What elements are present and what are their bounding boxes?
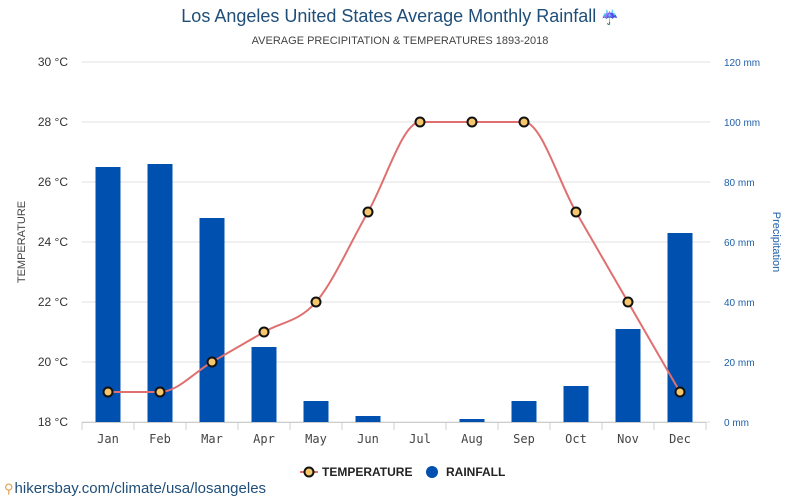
x-tick-label: Mar bbox=[201, 432, 223, 446]
temperature-point-dec[interactable] bbox=[674, 386, 686, 398]
x-tick-label: Apr bbox=[253, 432, 275, 446]
legend-marker-icon bbox=[303, 466, 315, 478]
x-tick-label: Sep bbox=[513, 432, 535, 446]
rainfall-bar-oct[interactable] bbox=[563, 386, 589, 422]
x-tick-label: May bbox=[305, 432, 327, 446]
rainfall-bar-aug[interactable] bbox=[459, 419, 485, 422]
right-tick-label: 20 mm bbox=[724, 358, 755, 369]
rainfall-bar-jun[interactable] bbox=[355, 416, 381, 422]
rainfall-bar-may[interactable] bbox=[303, 401, 329, 422]
left-tick-label: 18 °C bbox=[38, 415, 68, 429]
temperature-series-line bbox=[108, 121, 681, 393]
umbrella-rain-icon: ☔ bbox=[601, 9, 619, 25]
legend-item-rainfall[interactable]: RAINFALL bbox=[426, 465, 505, 479]
right-tick-label: 0 mm bbox=[724, 418, 749, 429]
rainfall-bars bbox=[95, 164, 693, 422]
rainfall-bar-mar[interactable] bbox=[199, 218, 225, 422]
left-tick-label: 24 °C bbox=[38, 235, 68, 249]
x-tick-label: Aug bbox=[461, 432, 483, 446]
right-tick-label: 60 mm bbox=[724, 238, 755, 249]
temperature-point-aug[interactable] bbox=[466, 116, 478, 128]
x-tick-label: Jul bbox=[409, 432, 431, 446]
x-axis: Jan Feb Mar Apr May Jun Jul Aug Sep Oct Nov Dec bbox=[81, 422, 707, 446]
right-tick-label: 40 mm bbox=[724, 298, 755, 309]
temperature-point-jun[interactable] bbox=[362, 206, 374, 218]
location-pin-icon: ⚲ bbox=[4, 481, 14, 496]
x-tick-label: Nov bbox=[617, 432, 639, 446]
temperature-point-apr[interactable] bbox=[258, 326, 270, 338]
right-axis-ticks: 0 mm 20 mm 40 mm 60 mm 80 mm 100 mm 120 mm bbox=[724, 58, 760, 429]
right-tick-label: 120 mm bbox=[724, 58, 760, 69]
temperature-point-mar[interactable] bbox=[206, 356, 218, 368]
rainfall-bar-nov[interactable] bbox=[615, 329, 641, 422]
temperature-markers bbox=[102, 116, 686, 398]
rainfall-bar-sep[interactable] bbox=[511, 401, 537, 422]
legend-item-temperature[interactable]: TEMPERATURE bbox=[300, 465, 412, 479]
rainfall-bar-apr[interactable] bbox=[251, 347, 277, 422]
temperature-point-jul[interactable] bbox=[414, 116, 426, 128]
temperature-point-may[interactable] bbox=[310, 296, 322, 308]
left-tick-label: 22 °C bbox=[38, 295, 68, 309]
rainfall-bar-jan[interactable] bbox=[95, 167, 121, 422]
right-tick-label: 100 mm bbox=[724, 118, 760, 129]
rainfall-bar-feb[interactable] bbox=[147, 164, 173, 422]
left-tick-label: 30 °C bbox=[38, 55, 68, 69]
temperature-point-jan[interactable] bbox=[102, 386, 114, 398]
x-tick-label: Jun bbox=[357, 432, 379, 446]
temperature-point-sep[interactable] bbox=[518, 116, 530, 128]
legend-label-temperature: TEMPERATURE bbox=[322, 465, 412, 479]
left-tick-label: 28 °C bbox=[38, 115, 68, 129]
left-axis-title: TEMPERATURE bbox=[16, 201, 28, 283]
temperature-point-nov[interactable] bbox=[622, 296, 634, 308]
temperature-line bbox=[108, 121, 681, 393]
x-tick-label: Feb bbox=[149, 432, 171, 446]
right-tick-label: 80 mm bbox=[724, 178, 755, 189]
temperature-point-oct[interactable] bbox=[570, 206, 582, 218]
x-tick-label: Oct bbox=[565, 432, 587, 446]
chart-subtitle: AVERAGE PRECIPITATION & TEMPERATURES 189… bbox=[251, 35, 549, 47]
legend-label-rainfall: RAINFALL bbox=[446, 465, 505, 479]
left-tick-label: 26 °C bbox=[38, 175, 68, 189]
temperature-point-feb[interactable] bbox=[154, 386, 166, 398]
right-axis-title: Precipitation bbox=[770, 212, 782, 273]
left-tick-label: 20 °C bbox=[38, 355, 68, 369]
legend-circle-icon bbox=[426, 466, 438, 478]
x-tick-label: Dec bbox=[669, 432, 691, 446]
left-axis-ticks: 18 °C 20 °C 22 °C 24 °C 26 °C 28 °C 30 °C bbox=[38, 55, 68, 429]
source-link[interactable]: ⚲hikersbay.com/climate/usa/losangeles bbox=[4, 480, 267, 497]
x-tick-label: Jan bbox=[97, 432, 119, 446]
chart-title: Los Angeles United States Average Monthl… bbox=[181, 6, 619, 26]
legend: TEMPERATURE RAINFALL bbox=[300, 465, 505, 479]
